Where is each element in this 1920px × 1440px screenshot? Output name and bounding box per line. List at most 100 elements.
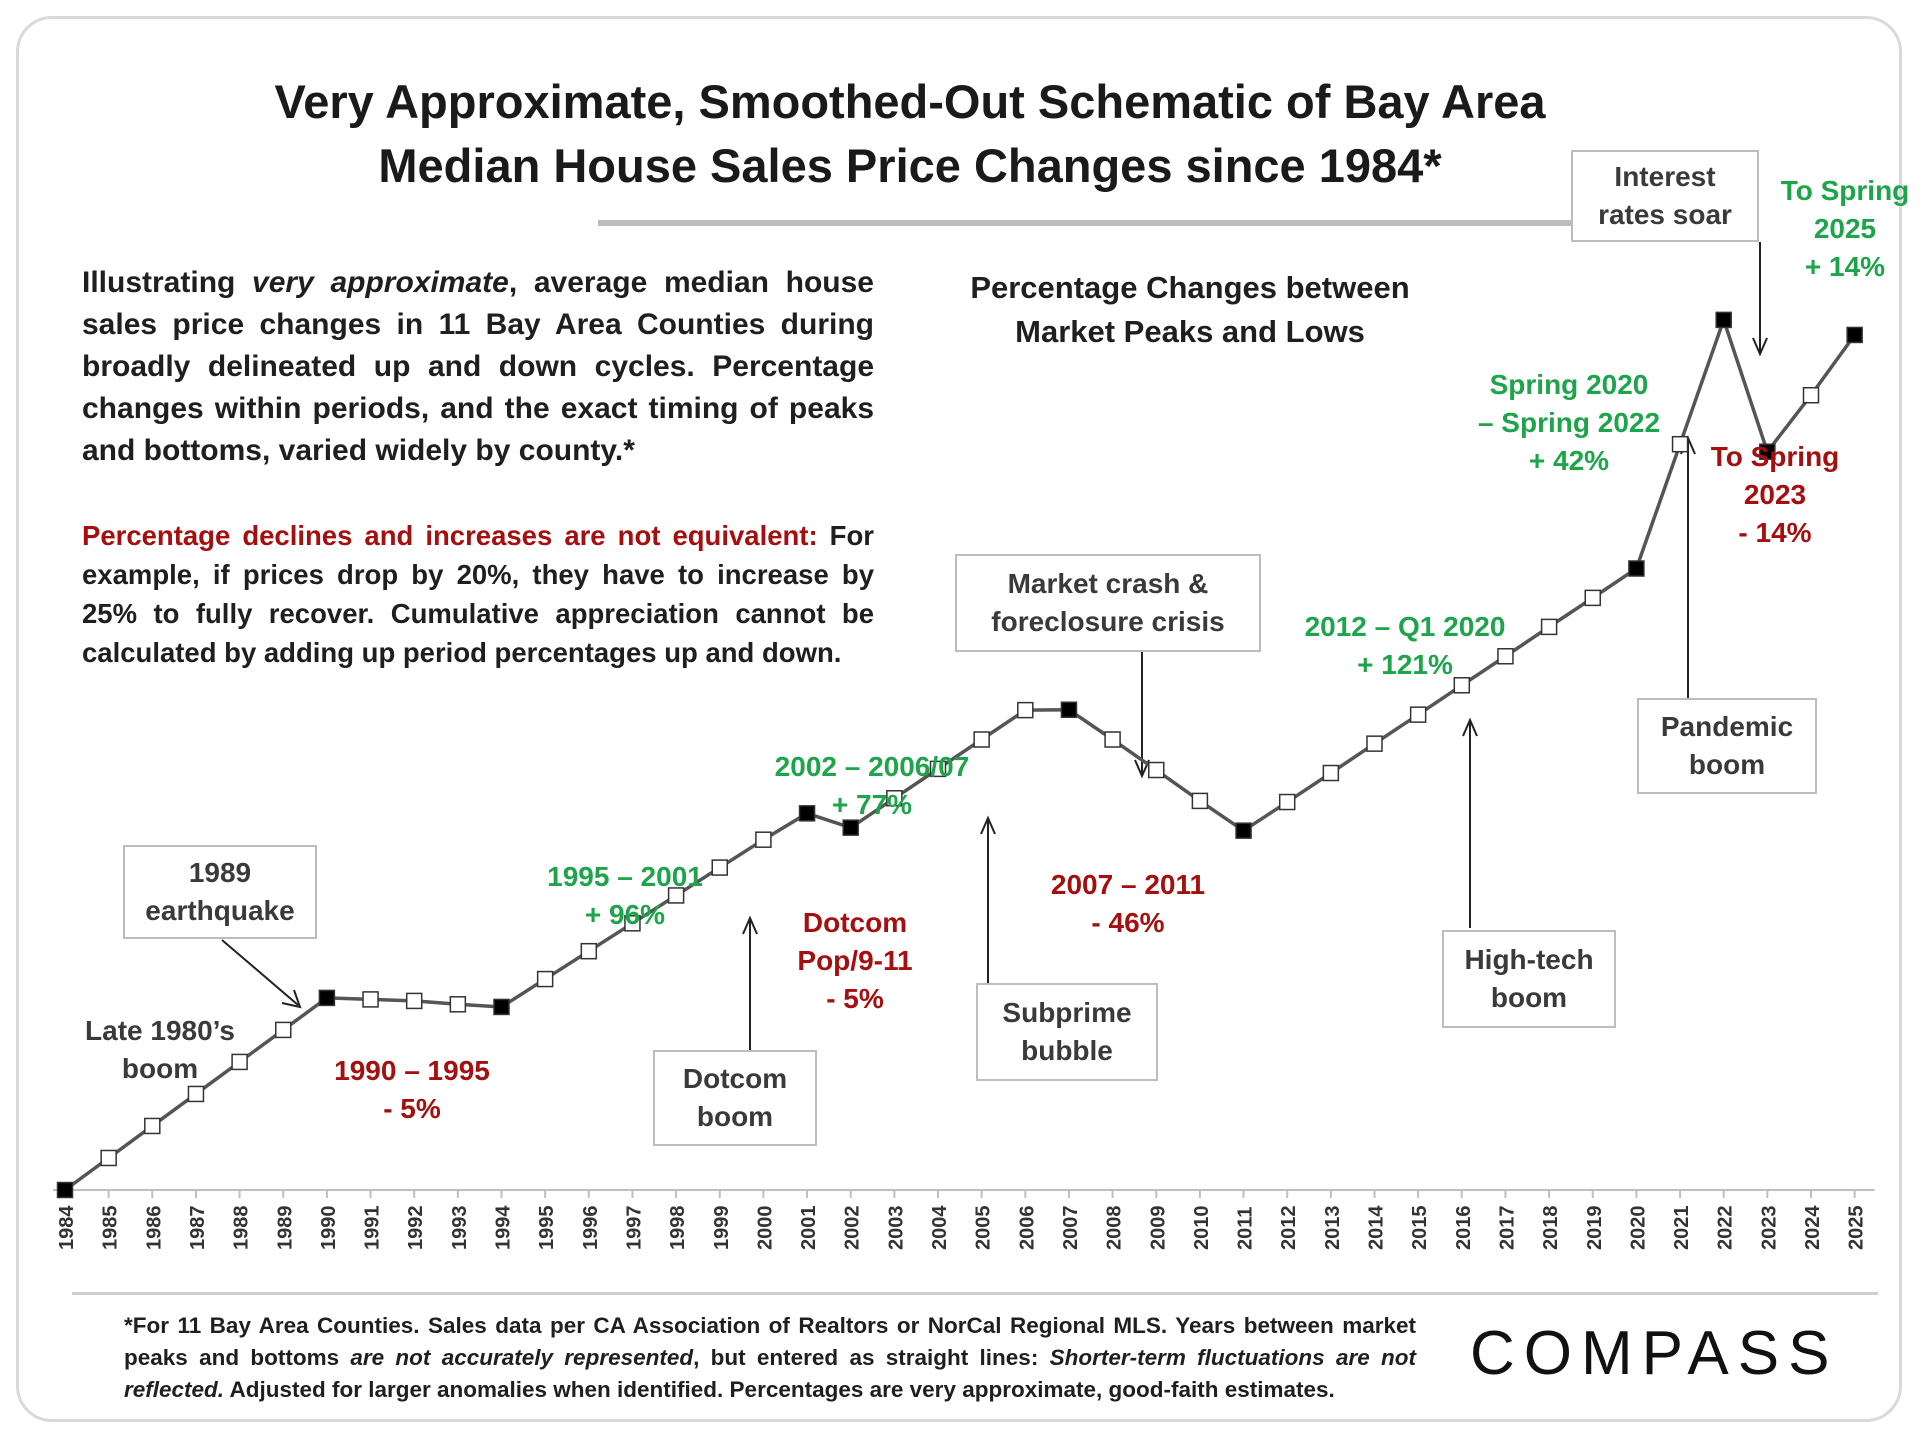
x-tick-label: 1991 (362, 1206, 384, 1251)
data-point (580, 942, 598, 960)
change-2002-2006: 2002 – 2006/07 + 77% (752, 748, 992, 824)
x-tick-label: 2006 (1016, 1206, 1038, 1251)
x-tick-label: 2015 (1409, 1206, 1431, 1251)
x-tick-label: 2008 (1104, 1206, 1126, 1251)
compass-logo: COMPASS (1470, 1319, 1839, 1388)
note-text-rest: For example, if prices drop by 20%, they… (82, 520, 874, 668)
title-divider (598, 220, 1610, 226)
data-point (1671, 435, 1689, 453)
pandemic-line-2: boom (1688, 749, 1766, 780)
subtitle-line-2: Market Peaks and Lows (1015, 314, 1365, 349)
change-2020-line-2: – Spring 2022 (1477, 407, 1661, 438)
arrow-hightech-head (1462, 717, 1478, 737)
footnote-d: Shorter-term fluctuations are not reflec… (124, 1345, 1416, 1402)
data-point (144, 1117, 161, 1135)
intro-text-a: Illustrating (82, 266, 253, 299)
label-interest-rates: Interest rates soar (1571, 150, 1759, 242)
x-tick-label: 1990 (318, 1206, 340, 1251)
intro-text-c: , average median house sales price chang… (82, 266, 874, 467)
data-point-peak (1759, 443, 1776, 460)
arrow-earthquake (221, 939, 299, 1006)
x-tick-label: 2002 (842, 1206, 864, 1251)
change-2007-value: - 46% (1091, 907, 1165, 938)
hightech-line-2: boom (1490, 982, 1568, 1013)
late80s-line-1: Late 1980’s (85, 1015, 235, 1046)
hightech-line-1: High-tech (1464, 944, 1594, 975)
change-2023-line-2: 2025 (1813, 213, 1877, 244)
title-line-1: Very Approximate, Smoothed-Out Schematic… (274, 75, 1546, 128)
data-point (1148, 761, 1165, 779)
arrow-dotcom-head (742, 915, 758, 935)
data-point (449, 996, 467, 1013)
data-point-peak (1715, 311, 1732, 329)
change-2012-period: 2012 – Q1 2020 (1304, 611, 1506, 642)
x-tick-label: 2019 (1584, 1206, 1606, 1251)
data-point (1104, 731, 1121, 748)
data-point-peak (318, 989, 336, 1007)
label-earthquake: 1989 earthquake (123, 845, 317, 939)
data-point (362, 991, 379, 1008)
data-point (755, 831, 772, 848)
data-point (1409, 706, 1427, 723)
series-markers (56, 311, 1863, 1199)
note-text-warning: Percentage declines and increases are no… (82, 520, 818, 551)
footnote-e: Adjusted for larger anomalies when ident… (224, 1377, 1335, 1402)
data-point-peak (798, 805, 816, 822)
x-tick-label: 1998 (667, 1206, 689, 1251)
change-2022-2023: To Spring 2023 - 14% (1700, 438, 1850, 552)
change-2002-value: + 77% (831, 789, 913, 820)
x-tick-label: 2011 (1235, 1207, 1257, 1250)
x-tick-label: 2020 (1627, 1206, 1649, 1251)
x-tick-label: 1997 (623, 1206, 645, 1251)
dotcom-boom-line-2: boom (696, 1101, 774, 1132)
footer-divider (72, 1292, 1878, 1295)
x-axis: 1984 1985 1986 1987 1988 1989 1990 1991 1992 1993… (53, 1189, 1875, 1251)
change-2001-value: - 5% (826, 983, 884, 1014)
change-2023-value: + 14% (1804, 251, 1886, 282)
x-tick-label: 1984 (56, 1205, 78, 1250)
data-point (1278, 793, 1296, 811)
crash-line-2: foreclosure crisis (991, 606, 1225, 637)
x-tick-label: 1985 (100, 1206, 122, 1251)
x-tick-label: 2003 (885, 1206, 907, 1251)
intro-text-emphasis: very approximate (252, 266, 509, 299)
change-2022-line-2: 2023 (1743, 479, 1807, 510)
x-tick-label: 2024 (1802, 1205, 1824, 1250)
subtitle-line-1: Percentage Changes between (970, 270, 1410, 305)
x-tick-label: 2009 (1147, 1206, 1169, 1251)
x-tick-label: 2017 (1496, 1206, 1518, 1251)
rates-line-2: rates soar (1598, 199, 1732, 230)
data-point (1322, 764, 1340, 782)
x-tick-label: 2005 (973, 1206, 995, 1251)
label-pandemic-boom: Pandemic boom (1637, 698, 1817, 794)
change-2020-line-1: Spring 2020 (1489, 369, 1649, 400)
x-tick-label: 2021 (1671, 1206, 1693, 1251)
data-point (231, 1053, 248, 1071)
change-2023-2025: To Spring 2025 + 14% (1770, 172, 1920, 286)
x-tick-label: 2007 (1060, 1206, 1082, 1251)
chart-subtitle: Percentage Changes between Market Peaks … (930, 266, 1450, 354)
data-point (1017, 701, 1034, 719)
label-high-tech-boom: High-tech boom (1442, 930, 1616, 1028)
data-point (1497, 648, 1514, 665)
data-point (275, 1021, 292, 1039)
data-point (1453, 677, 1471, 694)
data-point (1802, 386, 1820, 404)
data-point (405, 992, 423, 1010)
change-2022-line-1: To Spring (1710, 441, 1840, 472)
label-subprime: Subprime bubble (976, 983, 1158, 1081)
arrow-earthquake-head (281, 989, 302, 1009)
change-2012-value: + 121% (1357, 649, 1453, 680)
data-point (624, 915, 641, 932)
x-tick-label: 2016 (1453, 1206, 1475, 1251)
change-2007-2011: 2007 – 2011 - 46% (1028, 866, 1228, 942)
data-point (100, 1149, 117, 1167)
data-point (1191, 792, 1209, 810)
change-2022-value: - 14% (1738, 517, 1812, 548)
data-point (1584, 589, 1601, 607)
rates-line-1: Interest (1614, 161, 1716, 192)
footnote-a: *For 11 Bay Area Counties. Sales data pe… (124, 1313, 1416, 1370)
x-tick-label: 1988 (231, 1206, 253, 1251)
x-tick-label: 2013 (1322, 1206, 1344, 1251)
change-2023-line-1: To Spring (1780, 175, 1910, 206)
